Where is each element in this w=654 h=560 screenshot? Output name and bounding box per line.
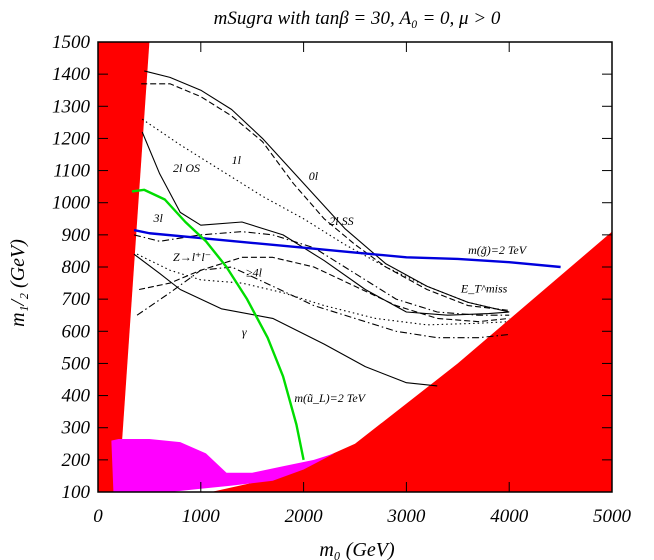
x-tick-label: 1000 (182, 506, 221, 527)
region-excluded-left (98, 42, 150, 492)
gluino-mass-line (133, 228, 561, 269)
contour-lines (131, 70, 561, 461)
y-tick-label: 1000 (52, 193, 91, 214)
y-tick-label: 1300 (52, 96, 91, 117)
x-axis-label: m₀ (GeV) (319, 539, 395, 560)
x-tick-label: 0 (93, 506, 103, 527)
curve-label: 2l SS (329, 214, 353, 228)
curve-label: ≥4l (246, 266, 263, 280)
curve-label: γ (242, 325, 247, 339)
y-tick-label: 1100 (53, 161, 90, 182)
y-tick-label: 400 (62, 386, 91, 407)
contour-line-2 (141, 118, 510, 313)
x-tick-label: 3000 (386, 506, 426, 527)
curve-label: m(ũ_L)=2 TeV (294, 391, 366, 405)
squark-mass-line (131, 188, 305, 461)
curve-label: m(g̃)=2 TeV (468, 243, 528, 257)
contour-line-5 (133, 253, 438, 387)
contour-line-7 (136, 266, 510, 339)
y-tick-label: 200 (62, 450, 91, 471)
y-tick-label: 700 (62, 289, 91, 310)
contour-line-1 (141, 83, 510, 311)
annotations: 1l 0l 2l OS 3l 2l SS Z→l⁺l⁻ ≥4l γ m(g̃)=2 TeV E_T… (153, 153, 528, 405)
x-tick-label: 2000 (285, 506, 324, 527)
contour-line-0 (144, 70, 510, 313)
y-axis-label: m₁/₂ (GeV) (7, 239, 29, 327)
curve-label: 1l (232, 153, 242, 167)
x-tick-label: 4000 (490, 506, 529, 527)
excluded-regions (98, 42, 612, 492)
contour-line-3 (141, 131, 510, 316)
region-excluded-right (211, 231, 612, 492)
curve-label: 2l OS (173, 161, 200, 175)
y-tick-label: 300 (61, 418, 91, 439)
y-tick-label: 1500 (52, 32, 91, 53)
y-tick-label: 800 (62, 257, 91, 278)
chart-title: mSugra with tanβ = 30, A₀ = 0, μ > 0 (214, 8, 501, 29)
x-tick-label: 5000 (593, 506, 632, 527)
curve-label: E_T^miss (460, 282, 508, 296)
y-tick-label: 1200 (52, 128, 91, 149)
y-tick-label: 600 (62, 321, 91, 342)
contour-line-8 (136, 253, 510, 326)
region-magenta-region (111, 438, 335, 492)
contour-line-6 (139, 256, 510, 323)
y-tick-label: 100 (62, 482, 91, 503)
curve-label: 3l (153, 211, 164, 225)
curve-label: Z→l⁺l⁻ (173, 250, 211, 264)
y-tick-label: 1400 (52, 64, 91, 85)
curve-label: 0l (309, 169, 319, 183)
y-tick-label: 900 (62, 225, 91, 246)
contour-line-4 (133, 231, 510, 316)
y-tick-label: 500 (62, 353, 91, 374)
axis-ticks: 0 1000 2000 3000 4000 5000 100 200 300 400 500 600 7… (52, 32, 632, 527)
